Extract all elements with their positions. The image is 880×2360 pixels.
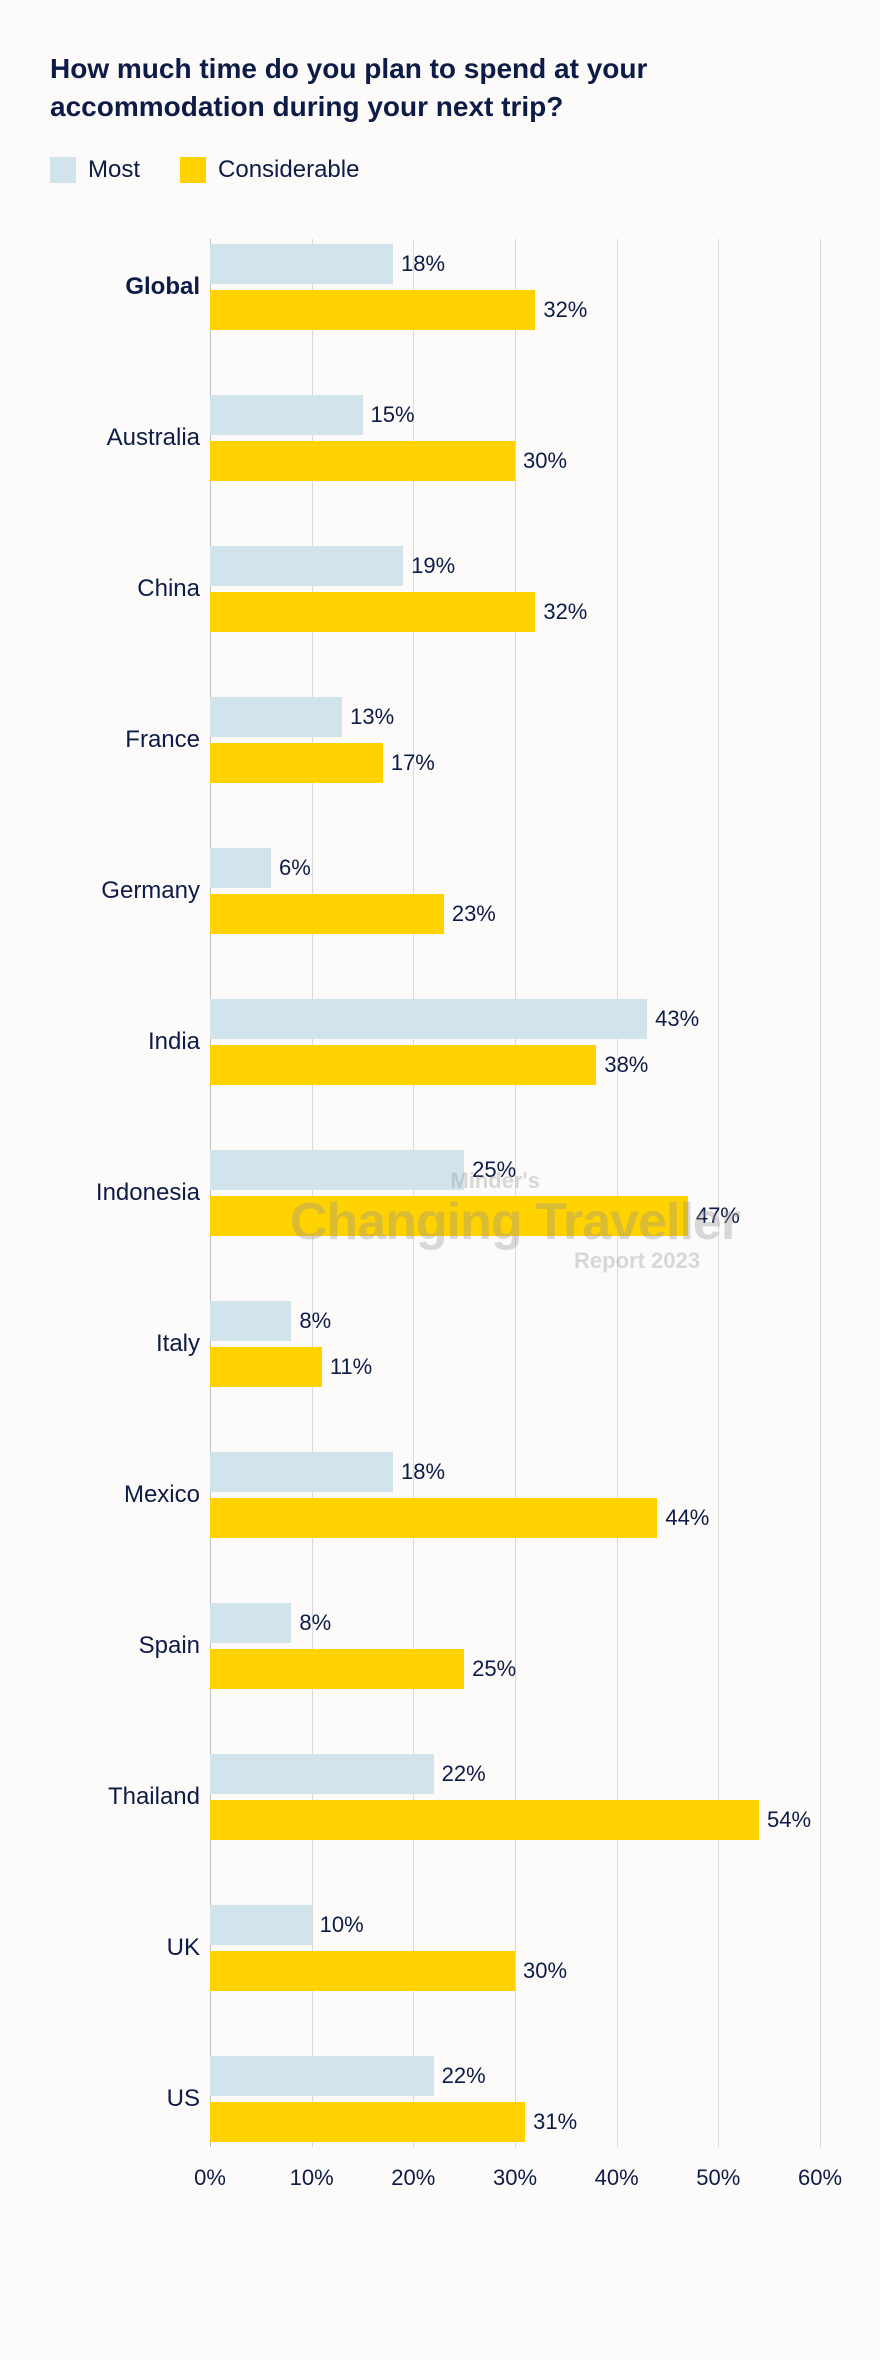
bar-value-label: 17% [391, 750, 435, 776]
bar: 18% [210, 1452, 393, 1492]
bar-group: China19%32% [210, 546, 820, 632]
bar-value-label: 18% [401, 251, 445, 277]
bar-value-label: 18% [401, 1459, 445, 1485]
bar-value-label: 43% [655, 1006, 699, 1032]
bar: 18% [210, 244, 393, 284]
bar-value-label: 22% [442, 2063, 486, 2089]
bar: 8% [210, 1603, 291, 1643]
bar-value-label: 30% [523, 448, 567, 474]
legend-label: Most [88, 156, 140, 184]
category-label: Italy [50, 1330, 200, 1358]
bar-group: Germany6%23% [210, 848, 820, 934]
bar: 19% [210, 546, 403, 586]
x-tick-label: 50% [696, 2165, 740, 2191]
bar: 30% [210, 441, 515, 481]
gridline [820, 239, 821, 2147]
bar-value-label: 32% [543, 297, 587, 323]
bar: 47% [210, 1196, 688, 1236]
bar-value-label: 25% [472, 1157, 516, 1183]
bar: 23% [210, 894, 444, 934]
chart-title: How much time do you plan to spend at yo… [50, 50, 830, 126]
x-tick-label: 10% [290, 2165, 334, 2191]
x-tick-label: 20% [391, 2165, 435, 2191]
bar-value-label: 10% [320, 1912, 364, 1938]
category-label: Global [50, 273, 200, 301]
bar-value-label: 8% [299, 1308, 331, 1334]
category-label: China [50, 575, 200, 603]
plot: Global18%32%Australia15%30%China19%32%Fr… [210, 239, 820, 2147]
category-label: Australia [50, 424, 200, 452]
bar: 25% [210, 1649, 464, 1689]
bar-group: Spain8%25% [210, 1603, 820, 1689]
bar-value-label: 47% [696, 1203, 740, 1229]
category-label: UK [50, 1934, 200, 1962]
bar: 31% [210, 2102, 525, 2142]
category-label: France [50, 726, 200, 754]
bar: 15% [210, 395, 363, 435]
bar-group: UK10%30% [210, 1905, 820, 1991]
legend-label: Considerable [218, 156, 359, 184]
bar: 22% [210, 1754, 434, 1794]
bar-value-label: 32% [543, 599, 587, 625]
category-label: India [50, 1028, 200, 1056]
x-tick-label: 30% [493, 2165, 537, 2191]
bar-group: Global18%32% [210, 244, 820, 330]
x-tick-label: 60% [798, 2165, 842, 2191]
category-label: Germany [50, 877, 200, 905]
bar-value-label: 30% [523, 1958, 567, 1984]
bar-group: Australia15%30% [210, 395, 820, 481]
legend-item: Considerable [180, 156, 359, 184]
bar-group: France13%17% [210, 697, 820, 783]
bar-group: Thailand22%54% [210, 1754, 820, 1840]
bar-value-label: 8% [299, 1610, 331, 1636]
bar: 10% [210, 1905, 312, 1945]
bar-value-label: 54% [767, 1807, 811, 1833]
bar: 6% [210, 848, 271, 888]
bar-value-label: 6% [279, 855, 311, 881]
x-tick-label: 0% [194, 2165, 226, 2191]
bar: 22% [210, 2056, 434, 2096]
bar-group: Italy8%11% [210, 1301, 820, 1387]
bar-group: US22%31% [210, 2056, 820, 2142]
legend-swatch [50, 157, 76, 183]
x-axis: 0%10%20%30%40%50%60% [210, 2165, 820, 2195]
bar: 17% [210, 743, 383, 783]
bar-value-label: 13% [350, 704, 394, 730]
legend-item: Most [50, 156, 140, 184]
bar-value-label: 19% [411, 553, 455, 579]
bar-value-label: 22% [442, 1761, 486, 1787]
category-label: Thailand [50, 1783, 200, 1811]
x-tick-label: 40% [595, 2165, 639, 2191]
bar: 11% [210, 1347, 322, 1387]
bar: 25% [210, 1150, 464, 1190]
category-label: Indonesia [50, 1179, 200, 1207]
legend: Most Considerable [50, 156, 830, 184]
bar: 30% [210, 1951, 515, 1991]
legend-swatch [180, 157, 206, 183]
bar: 13% [210, 697, 342, 737]
bar-value-label: 38% [604, 1052, 648, 1078]
bar: 32% [210, 290, 535, 330]
bar: 44% [210, 1498, 657, 1538]
bar-value-label: 11% [330, 1354, 372, 1380]
bar-group: Indonesia25%47% [210, 1150, 820, 1236]
bar: 43% [210, 999, 647, 1039]
bar-value-label: 25% [472, 1656, 516, 1682]
bar: 8% [210, 1301, 291, 1341]
category-label: Spain [50, 1632, 200, 1660]
category-label: Mexico [50, 1481, 200, 1509]
bar: 54% [210, 1800, 759, 1840]
bar-group: Mexico18%44% [210, 1452, 820, 1538]
bar-value-label: 31% [533, 2109, 577, 2135]
bar: 38% [210, 1045, 596, 1085]
bar-value-label: 15% [371, 402, 415, 428]
bar-value-label: 23% [452, 901, 496, 927]
bar-group: India43%38% [210, 999, 820, 1085]
chart-area: Global 18% 32% Australia 15% 30% China 19% 32% Fr… [50, 239, 830, 2195]
bar: 32% [210, 592, 535, 632]
bar-value-label: 44% [665, 1505, 709, 1531]
category-label: US [50, 2085, 200, 2113]
